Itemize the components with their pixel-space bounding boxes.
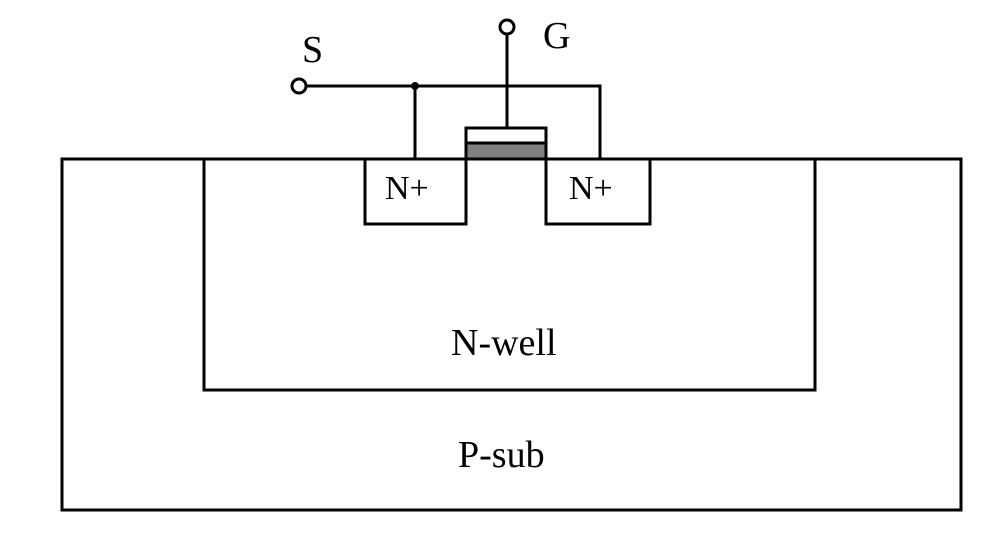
n-plus-right-region [544,157,652,226]
source-terminal[interactable] [290,77,308,95]
n-well-region [202,157,817,392]
gate-poly-layer [464,126,548,145]
p-sub-label: P-sub [458,434,545,476]
source-junction-dot [411,82,419,90]
n-plus-left-label: N+ [385,170,429,207]
source-label: S [302,29,323,71]
n-plus-right-label: N+ [569,170,613,207]
n-well-label: N-well [451,322,557,364]
gate-label: G [543,15,570,57]
gate-terminal[interactable] [498,18,516,36]
gate-oxide-layer [464,141,548,161]
